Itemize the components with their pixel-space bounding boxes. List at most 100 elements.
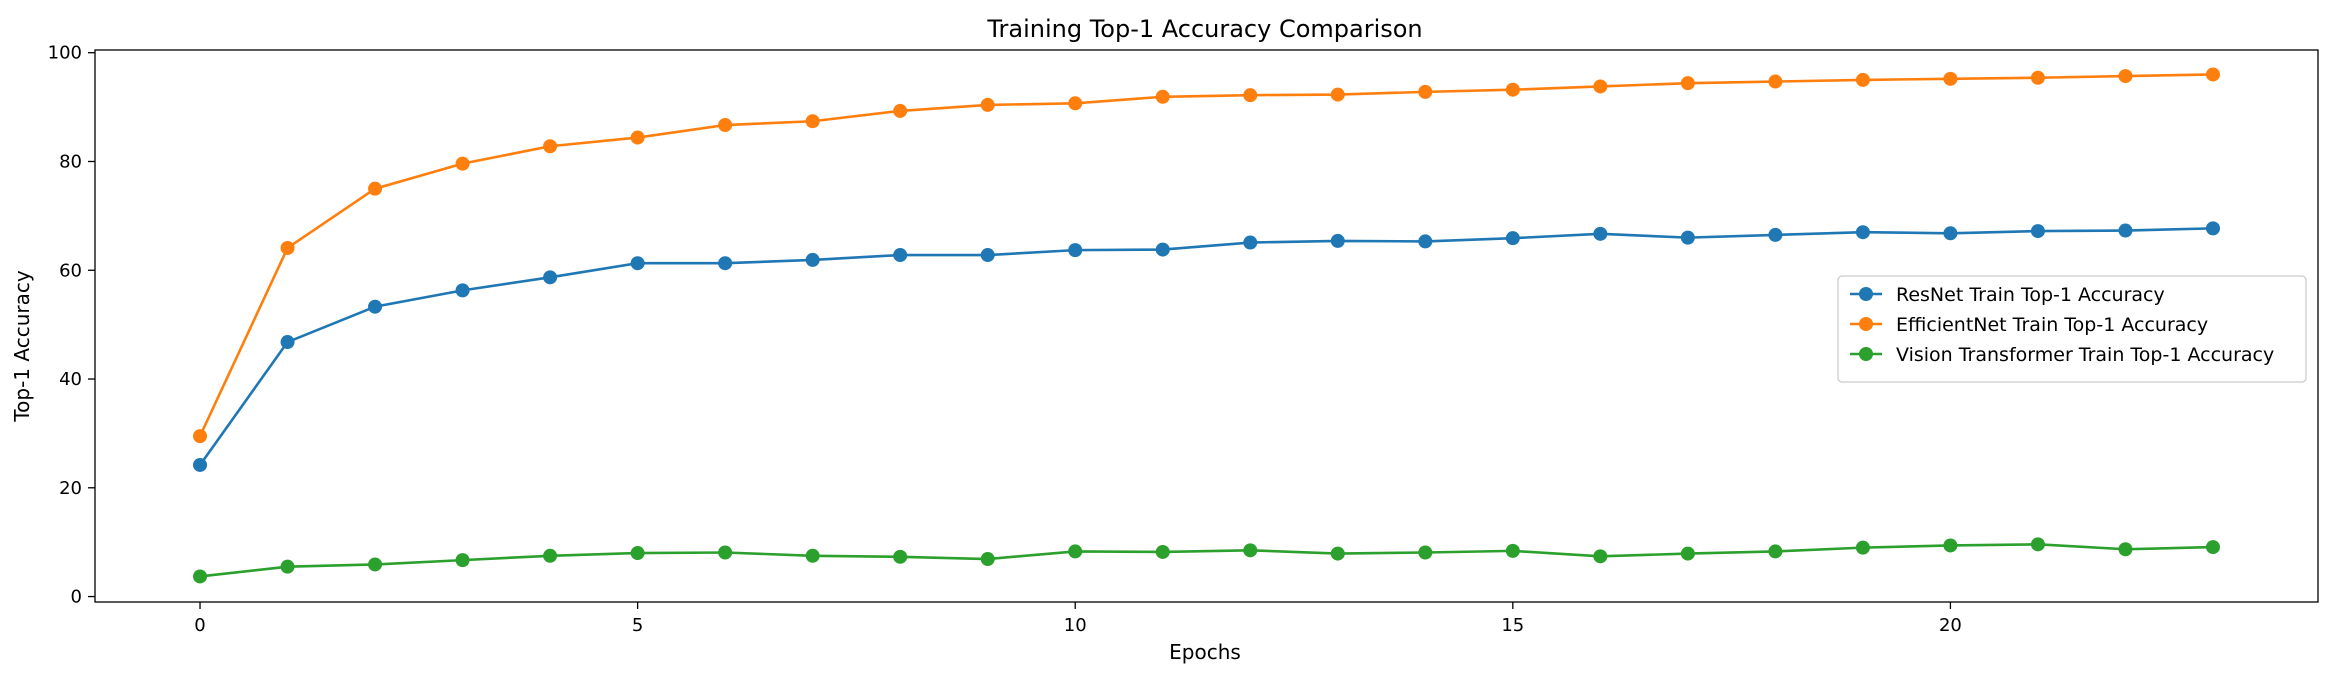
data-point: [2205, 540, 2220, 555]
data-point: [1768, 544, 1783, 559]
series-line: [198, 227, 2214, 466]
data-point: [980, 248, 995, 263]
data-point: [1068, 96, 1083, 111]
data-point: [543, 548, 558, 563]
data-point: [1855, 225, 1870, 240]
chart-title: Training Top-1 Accuracy Comparison: [986, 15, 1422, 43]
data-point: [805, 114, 820, 129]
data-point: [368, 181, 383, 196]
series-1: [193, 67, 2220, 444]
data-point: [1943, 538, 1958, 553]
x-tick-label: 0: [194, 615, 205, 636]
x-tick-label: 20: [1939, 615, 1962, 636]
data-point: [1243, 88, 1258, 103]
data-point: [193, 429, 208, 444]
data-point: [1680, 230, 1695, 245]
data-point: [455, 283, 470, 298]
legend-marker: [1859, 317, 1873, 331]
data-point: [1330, 87, 1345, 102]
legend-label: EfficientNet Train Top-1 Accuracy: [1896, 314, 2208, 336]
y-tick-label: 80: [59, 151, 82, 172]
data-point: [893, 549, 908, 564]
data-point: [1155, 242, 1170, 257]
data-point: [1855, 540, 1870, 555]
data-point: [980, 97, 995, 112]
data-point: [1505, 543, 1520, 558]
data-point: [1418, 84, 1433, 99]
data-point: [2030, 537, 2045, 552]
x-tick-label: 15: [1501, 615, 1524, 636]
legend-item: EfficientNet Train Top-1 Accuracy: [1850, 314, 2208, 336]
data-point: [2030, 70, 2045, 85]
data-point: [630, 130, 645, 145]
x-axis-label: Epochs: [1169, 640, 1241, 664]
x-tick-label: 10: [1064, 615, 1087, 636]
data-point: [1418, 234, 1433, 249]
data-point: [1768, 227, 1783, 242]
legend-item: ResNet Train Top-1 Accuracy: [1850, 284, 2165, 306]
data-point: [1593, 226, 1608, 241]
data-point: [630, 546, 645, 561]
legend-item: Vision Transformer Train Top-1 Accuracy: [1850, 344, 2274, 366]
y-tick-label: 100: [48, 43, 82, 64]
data-point: [1680, 546, 1695, 561]
data-point: [805, 252, 820, 267]
data-point: [1943, 226, 1958, 241]
data-point: [893, 103, 908, 118]
legend-marker: [1859, 347, 1873, 361]
data-point: [1155, 89, 1170, 104]
data-point: [2118, 542, 2133, 557]
data-point: [1330, 233, 1345, 248]
data-point: [1068, 243, 1083, 258]
data-point: [1330, 546, 1345, 561]
series-2: [193, 537, 2220, 584]
data-point: [1593, 79, 1608, 94]
data-point: [893, 248, 908, 263]
data-point: [1068, 544, 1083, 559]
data-point: [1418, 545, 1433, 560]
series-line: [199, 543, 2214, 578]
data-point: [805, 548, 820, 563]
data-point: [718, 545, 733, 560]
data-point: [980, 552, 995, 567]
data-point: [2118, 69, 2133, 84]
legend-label: Vision Transformer Train Top-1 Accuracy: [1896, 344, 2274, 366]
data-point: [1505, 82, 1520, 97]
plot-area: 0 5 10 15 20 0 20 40 60 80 100: [48, 43, 2319, 636]
axes-frame: [94, 49, 2319, 603]
data-point: [1768, 74, 1783, 89]
series-0: [193, 221, 2220, 472]
y-tick-label: 20: [59, 478, 82, 499]
data-point: [280, 559, 295, 574]
data-point: [718, 118, 733, 133]
data-point: [455, 553, 470, 568]
data-point: [193, 569, 208, 584]
legend-marker: [1859, 287, 1873, 301]
data-point: [718, 256, 733, 271]
data-point: [1943, 71, 1958, 86]
data-point: [368, 299, 383, 314]
data-point: [1155, 544, 1170, 559]
data-point: [1593, 549, 1608, 564]
series-line: [198, 73, 2214, 437]
legend: ResNet Train Top-1 Accuracy EfficientNet …: [1837, 275, 2307, 383]
legend-label: ResNet Train Top-1 Accuracy: [1896, 284, 2165, 306]
data-point: [543, 139, 558, 154]
data-point: [2118, 223, 2133, 238]
data-point: [543, 270, 558, 285]
data-point: [2205, 67, 2220, 82]
data-point: [280, 335, 295, 350]
data-point: [2205, 221, 2220, 236]
data-point: [368, 557, 383, 572]
y-tick-label: 40: [59, 369, 82, 390]
data-point: [2030, 224, 2045, 239]
y-tick-label: 0: [71, 587, 82, 608]
data-point: [1243, 235, 1258, 250]
y-tick-label: 60: [59, 260, 82, 281]
data-point: [193, 457, 208, 472]
data-point: [630, 256, 645, 271]
data-point: [1243, 543, 1258, 558]
y-axis-label: Top-1 Accuracy: [10, 270, 34, 423]
data-point: [1505, 231, 1520, 246]
